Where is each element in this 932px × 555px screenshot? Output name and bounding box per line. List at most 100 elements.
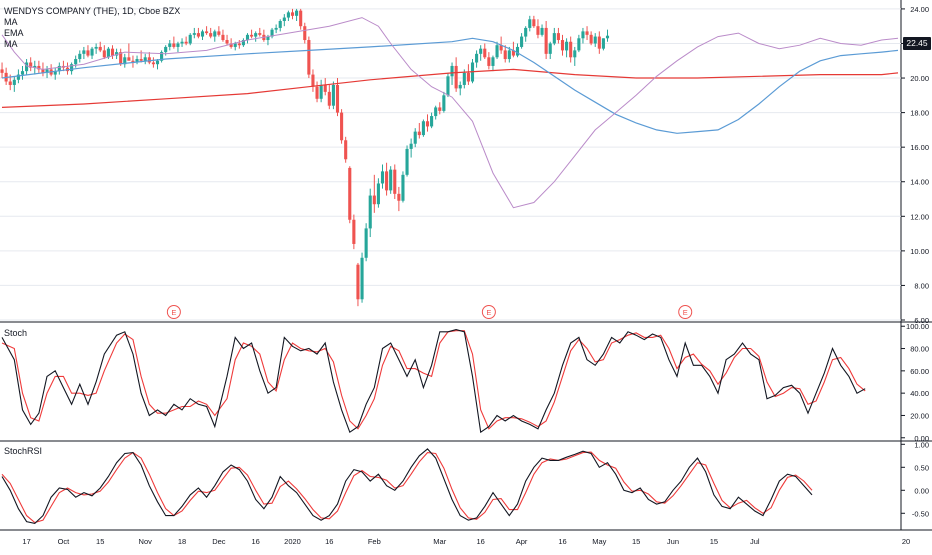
time-tick-label: Oct xyxy=(58,537,71,546)
candle-body xyxy=(520,36,524,47)
price-tick-label: 12.00 xyxy=(910,212,929,221)
candle-body xyxy=(585,31,589,35)
candle-body xyxy=(168,43,172,47)
time-tick-label: Feb xyxy=(368,537,381,546)
earnings-marker-label: E xyxy=(171,308,176,317)
candle-body xyxy=(290,12,295,16)
ema-short-line xyxy=(1,17,899,209)
candle-body xyxy=(299,10,303,27)
candle-body xyxy=(593,36,597,44)
stoch-tick-label: 20.00 xyxy=(910,411,929,420)
chart-legend: WENDYS COMPANY (THE), 1D, Cboe BZX MA EM… xyxy=(4,6,180,50)
price-tick-label: 14.00 xyxy=(910,178,929,187)
stoch-tick-label: 100.00 xyxy=(906,322,929,331)
time-tick-label: 16 xyxy=(325,537,333,546)
candle-body xyxy=(8,81,12,85)
candle-body xyxy=(499,45,503,51)
earnings-marker-label: E xyxy=(683,308,688,317)
time-tick-label: Mar xyxy=(433,537,446,546)
candle-body xyxy=(487,57,491,66)
candle-body xyxy=(184,41,188,44)
stoch-tick-label: 40.00 xyxy=(910,389,929,398)
stochrsi-tick-label: 0.00 xyxy=(914,486,929,495)
stochrsi-pane-title[interactable]: StochRSI xyxy=(4,446,43,456)
candle-body xyxy=(57,65,61,72)
candle-body xyxy=(360,257,364,300)
candle-body xyxy=(237,43,241,46)
candle-body xyxy=(479,48,483,54)
candle-body xyxy=(450,65,454,77)
candle-body xyxy=(147,57,151,63)
stoch-d-line xyxy=(1,330,866,430)
candle-body xyxy=(94,46,98,49)
candle-body xyxy=(37,65,41,70)
indicator-ma-label[interactable]: MA xyxy=(4,17,18,27)
candle-body xyxy=(577,38,581,51)
candle-body xyxy=(180,41,184,44)
stochrsi-k-line xyxy=(1,448,813,524)
candle-body xyxy=(160,52,164,61)
candle-body xyxy=(315,86,319,99)
candle-body xyxy=(270,29,274,37)
candle-body xyxy=(560,40,565,51)
candle-body xyxy=(589,34,593,44)
candle-body xyxy=(123,57,127,65)
candle-body xyxy=(200,31,205,37)
time-tick-label: Apr xyxy=(516,537,528,546)
candle-body xyxy=(90,48,94,56)
earnings-marker xyxy=(678,305,693,319)
candle-body xyxy=(233,43,237,47)
symbol-title[interactable]: WENDYS COMPANY (THE), 1D, Cboe BZX xyxy=(4,6,181,16)
candle-body xyxy=(25,62,29,72)
stoch-pane-title[interactable]: Stoch xyxy=(4,328,28,338)
candle-body xyxy=(503,50,507,60)
candle-body xyxy=(405,148,409,175)
candle-body xyxy=(307,40,311,75)
ma-long-line xyxy=(1,68,899,108)
candle-body xyxy=(139,59,143,61)
stoch-tick-label: 0.00 xyxy=(914,434,929,443)
earnings-marker xyxy=(166,305,181,319)
candle-body xyxy=(397,193,401,201)
stochrsi-tick-label: 1.00 xyxy=(914,440,929,449)
candle-body xyxy=(70,64,74,72)
candle-body xyxy=(376,183,380,205)
indicator-ma-long-label[interactable]: MA xyxy=(4,39,18,49)
candle-body xyxy=(393,169,397,194)
candle-body xyxy=(78,53,82,60)
earnings-marker xyxy=(481,305,496,319)
candle-body xyxy=(188,34,192,44)
time-tick-label: 20 xyxy=(902,537,910,546)
candle-body xyxy=(266,36,270,41)
candle-body xyxy=(475,53,479,63)
candle-body xyxy=(368,195,372,229)
candle-body xyxy=(254,33,258,37)
candle-body xyxy=(425,121,430,127)
candle-body xyxy=(352,219,356,244)
candle-body xyxy=(29,62,33,68)
candle-body xyxy=(213,31,217,37)
candle-body xyxy=(53,71,57,75)
candle-body xyxy=(605,35,610,39)
candle-body xyxy=(295,10,299,16)
stochrsi-d-line xyxy=(1,451,813,524)
time-tick-label: 16 xyxy=(477,537,485,546)
indicator-ema-label[interactable]: EMA xyxy=(4,28,24,38)
candle-body xyxy=(196,33,200,37)
candle-body xyxy=(532,19,536,27)
candle-body xyxy=(217,31,221,35)
candle-body xyxy=(331,84,335,106)
candle-body xyxy=(552,33,556,44)
candle-body xyxy=(45,69,49,73)
candle-body xyxy=(483,48,487,58)
candle-body xyxy=(327,91,331,106)
earnings-marker-label: E xyxy=(486,308,491,317)
candle-body xyxy=(74,59,78,65)
candle-body xyxy=(106,48,110,58)
candle-body xyxy=(82,50,86,54)
stochrsi-tick-label: 0.50 xyxy=(914,463,929,472)
candle-body xyxy=(348,167,352,220)
stochrsi-tick-label: -0.50 xyxy=(912,509,929,518)
